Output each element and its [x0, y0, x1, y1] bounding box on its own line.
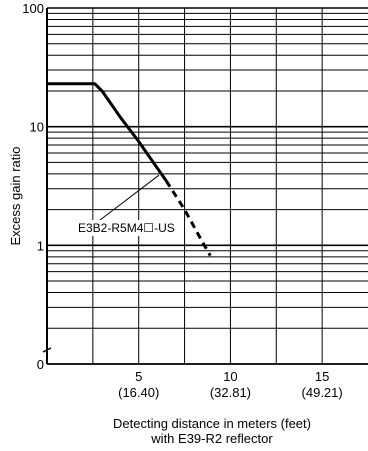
x-tick-label: 15 [315, 369, 329, 384]
series-annotation-label: E3B2-R5M4☐-US [78, 221, 175, 235]
y-tick-label: 1 [37, 238, 44, 253]
axis-break-mark [42, 347, 52, 353]
series-line-solid [47, 82, 168, 182]
y-axis-label-background [8, 144, 23, 248]
grid-lines [47, 7, 368, 365]
y-tick-label: 0 [37, 357, 44, 372]
series-line-dashed [164, 179, 212, 257]
x-axis-label-line-1: Detecting distance in meters (feet) [113, 416, 311, 431]
annotation-background [76, 220, 177, 236]
series-layer [47, 82, 212, 257]
x-tick-label: 10 [223, 369, 237, 384]
y-tick-label: 100 [22, 1, 44, 16]
x-axis-label-line-2: with E39-R2 reflector [150, 431, 273, 446]
plot-frame [42, 8, 368, 365]
y-tick-label: 10 [30, 120, 44, 135]
x-tick-sublabel: (49.21) [302, 385, 343, 400]
y-axis-label: Excess gain ratio [8, 147, 23, 246]
x-tick-sublabel: (16.40) [118, 385, 159, 400]
annotation-leader-line [99, 174, 160, 221]
x-tick-label: 5 [135, 369, 142, 384]
x-tick-sublabel: (32.81) [210, 385, 251, 400]
